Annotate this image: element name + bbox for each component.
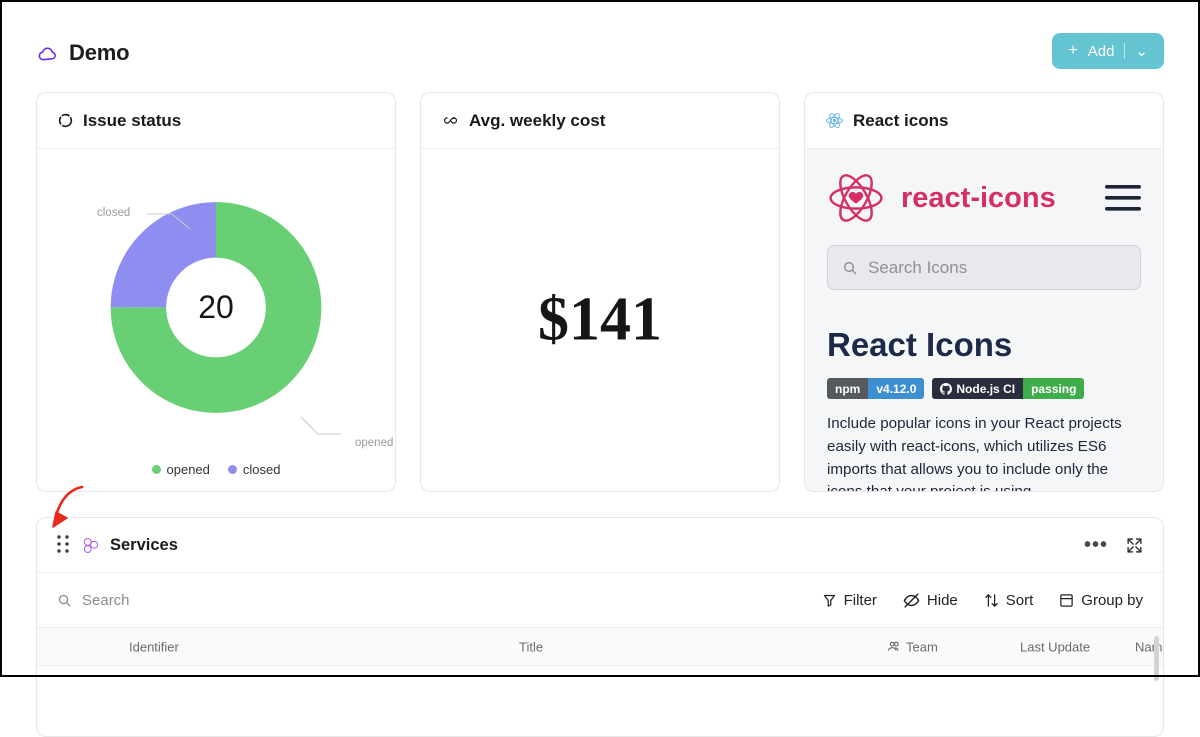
svg-text:20: 20 bbox=[198, 289, 234, 325]
